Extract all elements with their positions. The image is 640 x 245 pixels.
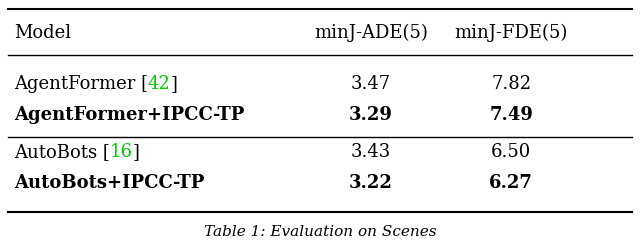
Text: 3.47: 3.47: [351, 75, 391, 93]
Text: 3.43: 3.43: [351, 143, 391, 160]
Text: AutoBots [: AutoBots [: [14, 143, 110, 160]
Text: 3.22: 3.22: [349, 174, 393, 192]
Text: AutoBots+IPCC-TP: AutoBots+IPCC-TP: [14, 174, 205, 192]
Text: minJ-FDE(5): minJ-FDE(5): [454, 24, 568, 42]
Text: ]: ]: [170, 75, 177, 93]
Text: 6.27: 6.27: [489, 174, 533, 192]
Text: minJ-ADE(5): minJ-ADE(5): [314, 24, 428, 42]
Text: ]: ]: [132, 143, 140, 160]
Text: 6.50: 6.50: [491, 143, 531, 160]
Text: AgentFormer [: AgentFormer [: [14, 75, 148, 93]
Text: AgentFormer+IPCC-TP: AgentFormer+IPCC-TP: [14, 106, 244, 124]
Text: 7.82: 7.82: [491, 75, 531, 93]
Text: 3.29: 3.29: [349, 106, 393, 124]
Text: Table 1: Evaluation on Scenes: Table 1: Evaluation on Scenes: [204, 224, 436, 238]
Text: 7.49: 7.49: [489, 106, 533, 124]
Text: Model: Model: [14, 24, 71, 42]
Text: 16: 16: [109, 143, 132, 160]
Text: 42: 42: [148, 75, 170, 93]
